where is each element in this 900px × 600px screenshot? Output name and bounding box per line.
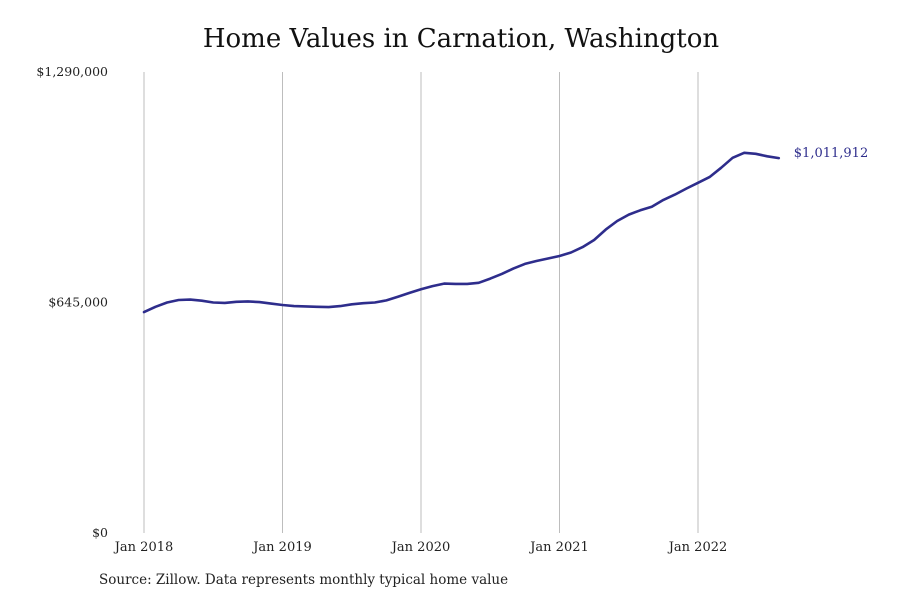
data-point xyxy=(177,299,180,302)
data-point xyxy=(200,299,203,302)
data-point xyxy=(293,305,296,308)
data-point xyxy=(500,273,503,276)
data-point xyxy=(235,300,238,303)
data-point xyxy=(304,305,307,308)
data-point xyxy=(466,283,469,286)
data-point xyxy=(720,166,723,169)
data-point xyxy=(477,282,480,285)
data-point xyxy=(708,176,711,179)
data-point xyxy=(524,263,527,266)
data-point xyxy=(627,213,630,216)
data-point xyxy=(385,299,388,302)
data-point xyxy=(189,298,192,301)
x-tick-label: Jan 2018 xyxy=(113,540,174,555)
data-point xyxy=(489,277,492,280)
data-point xyxy=(777,157,780,160)
data-point xyxy=(754,153,757,156)
data-point xyxy=(350,303,353,306)
x-tick-label: Jan 2022 xyxy=(667,540,728,555)
data-point xyxy=(397,295,400,298)
series-layer: $1,011,912 xyxy=(142,146,868,314)
data-point xyxy=(512,267,515,270)
series-end-label: $1,011,912 xyxy=(794,146,868,161)
data-point xyxy=(674,193,677,196)
data-point xyxy=(281,304,284,307)
y-tick-label: $0 xyxy=(92,525,108,540)
data-point xyxy=(270,302,273,305)
data-point xyxy=(362,302,365,305)
data-point xyxy=(743,151,746,154)
data-point xyxy=(374,301,377,304)
data-point xyxy=(731,156,734,159)
data-point xyxy=(431,285,434,288)
y-tick-label: $645,000 xyxy=(48,295,108,310)
chart-title: Home Values in Carnation, Washington xyxy=(202,24,720,54)
data-point xyxy=(316,305,319,308)
data-point xyxy=(766,155,769,158)
series-line xyxy=(142,151,781,314)
data-point xyxy=(408,292,411,295)
data-point xyxy=(651,205,654,208)
x-tick-label: Jan 2021 xyxy=(528,540,589,555)
data-point xyxy=(154,305,157,308)
data-point xyxy=(685,187,688,190)
data-point xyxy=(570,251,573,254)
data-point xyxy=(143,311,146,314)
x-tick-label: Jan 2019 xyxy=(251,540,312,555)
data-point xyxy=(454,283,457,286)
y-tick-label: $1,290,000 xyxy=(36,64,108,79)
data-point xyxy=(535,260,538,263)
source-note: Source: Zillow. Data represents monthly … xyxy=(99,572,509,588)
data-point xyxy=(558,255,561,258)
data-point xyxy=(581,246,584,249)
data-point xyxy=(212,301,215,304)
data-point xyxy=(593,239,596,242)
axis-labels: Jan 2018 Jan 2019 Jan 2020 Jan 2021 Jan 2022… xyxy=(36,64,727,555)
data-point xyxy=(697,181,700,184)
data-point xyxy=(247,300,250,303)
data-point xyxy=(327,306,330,309)
data-point xyxy=(662,199,665,202)
gridlines xyxy=(143,72,699,533)
data-point xyxy=(339,305,342,308)
x-tick-label: Jan 2020 xyxy=(390,540,451,555)
data-point xyxy=(166,301,169,304)
data-point xyxy=(223,302,226,305)
data-point xyxy=(639,209,642,212)
data-point xyxy=(258,301,261,304)
data-point xyxy=(443,282,446,285)
data-point xyxy=(604,228,607,231)
data-point xyxy=(420,288,423,291)
data-point xyxy=(616,220,619,223)
data-point xyxy=(547,257,550,260)
